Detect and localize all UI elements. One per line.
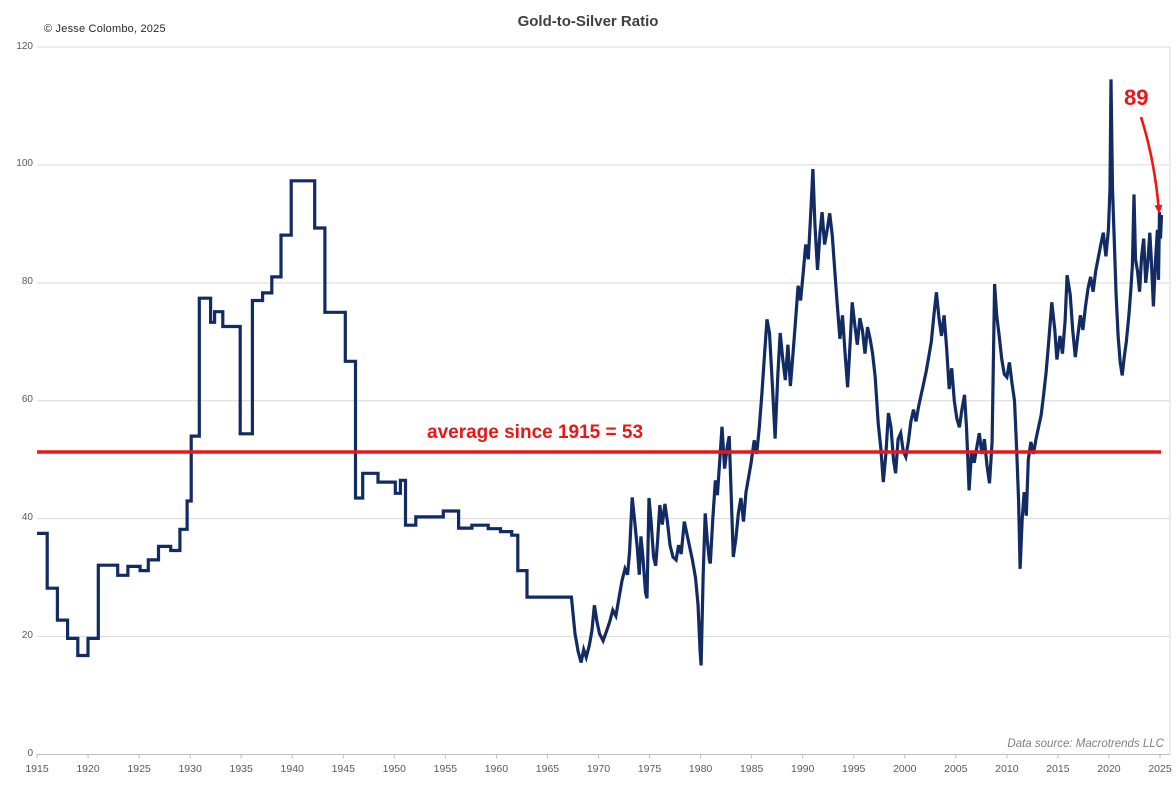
x-tick-label: 2005	[944, 763, 968, 775]
page-title: Gold-to-Silver Ratio	[517, 13, 659, 30]
x-tick-label: 1995	[842, 763, 866, 775]
x-tick-label: 1940	[280, 763, 304, 775]
copyright-note: © Jesse Colombo, 2025	[44, 23, 166, 35]
x-tick-label: 1925	[127, 763, 151, 775]
x-tick-label: 1935	[229, 763, 253, 775]
y-tick-label: 40	[21, 512, 33, 524]
x-tick-label: 1915	[25, 763, 49, 775]
x-tick-label: 1970	[586, 763, 611, 775]
y-tick-label: 60	[21, 394, 33, 406]
y-tick-label: 20	[21, 630, 33, 642]
x-tick-label: 1950	[382, 763, 406, 775]
x-tick-label: 1990	[790, 763, 815, 775]
y-tick-label: 120	[16, 40, 33, 52]
annotation-arrow	[1139, 116, 1163, 214]
y-tick-label: 100	[16, 158, 33, 170]
y-tick-label: 0	[27, 748, 33, 759]
x-tick-label: 2020	[1097, 763, 1121, 775]
x-tick-label: 1975	[637, 763, 662, 775]
ratio-line-series	[37, 79, 1164, 666]
x-tick-label: 1920	[76, 763, 100, 775]
x-tick-label: 2010	[995, 763, 1019, 775]
x-tick-label: 1985	[739, 763, 764, 775]
y-tick-label: 80	[21, 276, 33, 288]
x-tick-label: 1980	[688, 763, 713, 775]
x-tick-label: 2015	[1046, 763, 1070, 775]
x-tick-label: 1965	[535, 763, 560, 775]
x-tick-label: 2025	[1148, 763, 1172, 775]
x-tick-label: 1960	[484, 763, 509, 775]
x-tick-label: 1930	[178, 763, 202, 775]
data-source-note: Data source: Macrotrends LLC	[1007, 738, 1164, 750]
x-tick-label: 2000	[893, 763, 917, 775]
average-line-label: average since 1915 = 53	[427, 422, 644, 443]
x-tick-label: 1945	[331, 763, 355, 775]
x-tick-label: 1955	[433, 763, 458, 775]
latest-value-label: 89	[1124, 85, 1149, 110]
